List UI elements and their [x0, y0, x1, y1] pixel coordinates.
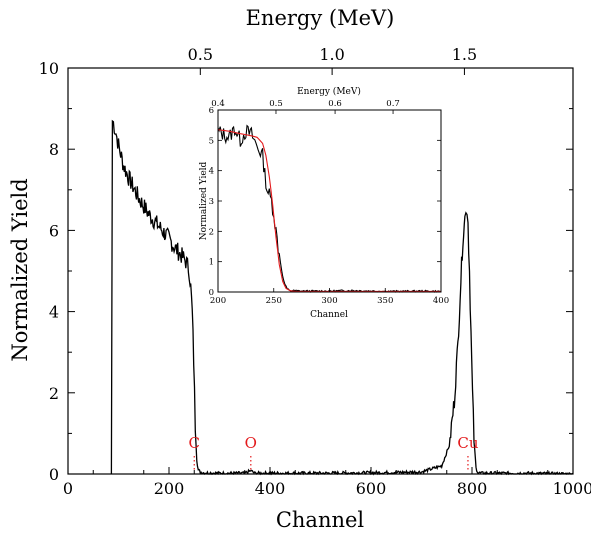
element-marker-label: O	[245, 434, 257, 452]
inset-y-tick-label: 5	[209, 136, 214, 146]
x-axis-title: Channel	[276, 508, 365, 532]
inset-background	[218, 110, 441, 292]
y-tick-label: 4	[49, 303, 59, 322]
inset-y-tick-label: 3	[209, 197, 214, 207]
inset-axis-ticks: 200 250 300 350 400 0 1 2 3 4 5 60.4 0.5 0.6 0.7	[209, 99, 450, 306]
inset-x-tick-label: 400	[433, 296, 449, 306]
inset-x-tick-label: 250	[266, 296, 282, 306]
inset-x-axis-title: Channel	[310, 310, 348, 320]
top-axis-title: Energy (MeV)	[246, 6, 395, 30]
inset-x-tick-label: 350	[377, 296, 393, 306]
inset-x-tick-label: 300	[321, 296, 337, 306]
top-tick-label: 1.0	[319, 45, 344, 64]
element-marker-label: C	[189, 434, 200, 452]
y-tick-label: 8	[49, 140, 59, 159]
inset-y-tick-label: 4	[209, 167, 214, 177]
y-tick-label: 6	[49, 221, 59, 240]
y-tick-label: 0	[49, 465, 59, 484]
top-tick-label: 0.5	[188, 45, 213, 64]
inset-y-tick-label: 6	[209, 106, 214, 116]
y-tick-label: 2	[49, 384, 59, 403]
main-series-line	[110, 119, 574, 476]
x-tick-label: 0	[63, 479, 73, 498]
x-tick-label: 600	[356, 479, 387, 498]
inset-top-tick-label: 0.6	[328, 99, 342, 109]
x-tick-label: 200	[154, 479, 185, 498]
inset-top-tick-label: 0.5	[269, 99, 283, 109]
inset-simulated-line	[217, 129, 441, 292]
y-tick-label: 10	[39, 59, 59, 78]
x-tick-label: 1000	[553, 479, 591, 498]
y-axis-title: Normalized Yield	[8, 178, 32, 361]
element-marker-label: Cu	[457, 434, 478, 452]
inset-top-axis-title: Energy (MeV)	[297, 86, 361, 97]
main-series-group	[110, 119, 574, 476]
x-tick-label: 800	[457, 479, 488, 498]
inset-y-axis-title: Normalized Yield	[199, 161, 209, 240]
inset-y-tick-label: 1	[209, 258, 214, 268]
inset-y-tick-label: 2	[209, 227, 214, 237]
top-tick-label: 1.5	[452, 45, 477, 64]
element-markers: C O Cu	[189, 434, 479, 472]
inset-y-tick-label: 0	[209, 288, 214, 298]
x-tick-label: 400	[255, 479, 286, 498]
inset-x-tick-label: 200	[210, 296, 226, 306]
inset-top-tick-label: 0.7	[386, 99, 400, 109]
inset-top-tick-label: 0.4	[211, 99, 225, 109]
